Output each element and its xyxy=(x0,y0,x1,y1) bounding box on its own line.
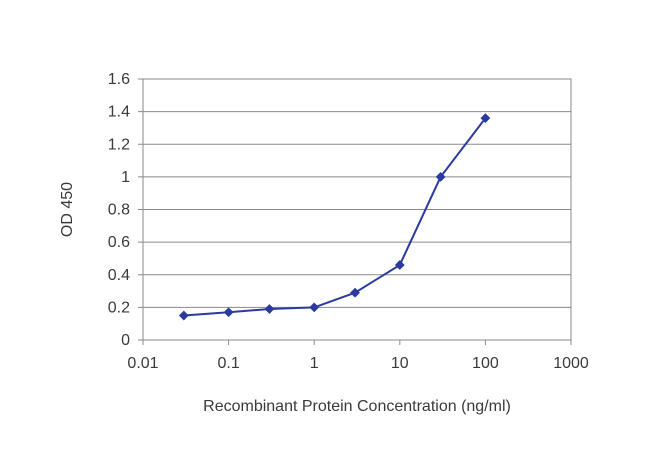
x-tick-label: 10 xyxy=(391,355,409,372)
y-tick-label: 1 xyxy=(121,169,130,186)
y-tick-label: 1.2 xyxy=(108,136,130,153)
data-point xyxy=(223,307,234,318)
y-tick-label: 0.6 xyxy=(108,234,130,251)
data-point xyxy=(350,287,360,298)
series-line xyxy=(183,117,487,317)
data-point xyxy=(309,302,320,313)
data-point xyxy=(178,310,189,321)
y-tick-label: 1.6 xyxy=(108,71,130,88)
data-point xyxy=(394,260,405,270)
y-axis-title: OD 450 xyxy=(59,182,76,237)
x-tick-label: 1 xyxy=(310,355,319,372)
y-tick-label: 0.8 xyxy=(108,202,130,219)
x-axis-title: Recombinant Protein Concentration (ng/ml… xyxy=(203,398,511,415)
gridlines xyxy=(143,111,571,308)
data-point xyxy=(435,171,446,182)
series-layer xyxy=(178,113,491,321)
x-tick-label: 100 xyxy=(472,355,499,372)
y-axis-ticks: 0 0.2 0.4 0.6 0.8 1 1.2 1.4 1.6 xyxy=(108,71,143,349)
x-tick-label: 1000 xyxy=(553,355,589,372)
y-tick-label: 1.4 xyxy=(108,104,130,121)
y-tick-label: 0 xyxy=(121,332,130,349)
x-tick-label: 0.01 xyxy=(127,355,158,372)
x-axis-ticks: 0.01 0.1 1 10 100 1000 xyxy=(127,340,589,372)
y-tick-label: 0.4 xyxy=(108,267,130,284)
x-tick-label: 0.1 xyxy=(217,355,239,372)
y-tick-label: 0.2 xyxy=(108,299,130,316)
data-point xyxy=(264,304,275,314)
data-point xyxy=(480,113,491,124)
